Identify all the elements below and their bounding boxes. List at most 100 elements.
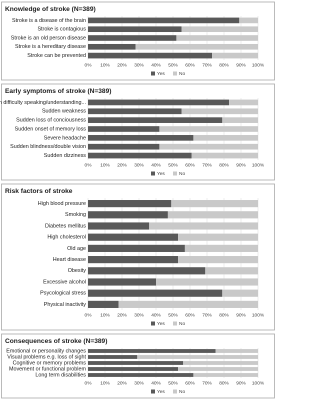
bar-segment	[178, 367, 258, 371]
bar-segment	[191, 152, 258, 159]
bar-segment	[149, 222, 258, 230]
bar-segment	[88, 267, 206, 275]
category-label: High cholesterol	[47, 235, 86, 241]
bar-segment	[88, 349, 216, 353]
x-tick-label: 40%	[151, 62, 161, 68]
legend-swatch	[173, 321, 177, 326]
x-tick-label: 70%	[202, 312, 212, 318]
x-tick-label: 20%	[117, 62, 127, 68]
category-label: Stroke is an old person disease	[11, 35, 86, 41]
bar-segment	[88, 222, 150, 230]
x-tick-label: 30%	[134, 62, 144, 68]
bar-segment	[178, 233, 258, 241]
x-tick-label: 40%	[151, 380, 161, 386]
category-label: Stroke is a hereditary disease	[15, 44, 86, 50]
x-tick-label: 90%	[236, 380, 246, 386]
x-tick-label: 70%	[202, 62, 212, 68]
figure: Knowledge of stroke (N=389) 0% 10% 20% 30% 40…	[0, 1, 275, 399]
bar-segment	[88, 233, 179, 241]
legend-label: No	[179, 171, 185, 177]
chart-title: Risk factors of stroke	[5, 188, 73, 195]
bar-segment	[176, 35, 258, 41]
bar-segment	[205, 267, 258, 275]
bar-segment	[229, 99, 258, 106]
legend-swatch	[173, 171, 177, 176]
bar-segment	[88, 17, 240, 24]
x-tick-label: 0%	[85, 312, 93, 318]
legend-swatch	[151, 71, 155, 76]
bar-segment	[222, 289, 258, 297]
x-tick-label: 10%	[100, 312, 110, 318]
category-label: Sudden weakness	[42, 109, 86, 115]
category-label: Sudden onset of memory loss	[15, 126, 87, 132]
x-tick-label: 0%	[85, 162, 93, 168]
bar-segment	[167, 211, 258, 219]
legend-label: Yes	[157, 321, 165, 327]
legend-label: Yes	[157, 389, 165, 395]
category-label: Severe headache	[44, 135, 86, 141]
bar-segment	[88, 143, 160, 150]
x-tick-label: 40%	[151, 312, 161, 318]
bar-segment	[88, 99, 230, 106]
x-tick-label: 100%	[252, 312, 265, 318]
bar-segment	[88, 35, 177, 41]
category-label: Emotional or personality changes	[6, 348, 86, 354]
x-tick-label: 50%	[168, 312, 178, 318]
legend-swatch	[173, 71, 177, 76]
category-label: Stroke can be prevented	[27, 53, 86, 59]
category-label: Stroke is a disease of the brain	[12, 18, 86, 24]
x-tick-label: 90%	[236, 162, 246, 168]
x-tick-label: 80%	[219, 162, 229, 168]
bar-segment	[88, 126, 160, 132]
category-label: Visual problems e.g. loss of sight	[7, 354, 86, 360]
category-label: Long term disabilities	[35, 372, 86, 378]
x-tick-label: 10%	[100, 162, 110, 168]
bar-segment	[88, 117, 223, 123]
x-tick-label: 20%	[117, 162, 127, 168]
bar-segment	[181, 108, 258, 115]
bar-segment	[181, 26, 258, 33]
x-tick-label: 50%	[168, 380, 178, 386]
chart-title: Knowledge of stroke (N=389)	[5, 6, 96, 13]
bar-segment	[159, 143, 258, 150]
bar-segment	[88, 278, 156, 286]
category-label: Sudden blindness/double vision	[10, 144, 86, 150]
category-label: Heart disease	[53, 257, 86, 263]
x-tick-label: 40%	[151, 162, 161, 168]
x-tick-label: 30%	[134, 312, 144, 318]
legend-label: No	[179, 389, 185, 395]
x-tick-label: 100%	[252, 380, 265, 386]
x-tick-label: 60%	[185, 312, 195, 318]
legend-swatch	[151, 389, 155, 394]
bar-segment	[193, 373, 258, 377]
x-tick-label: 0%	[85, 62, 93, 68]
bar-segment	[88, 108, 182, 115]
category-label: Old age	[67, 246, 86, 252]
x-tick-label: 30%	[134, 162, 144, 168]
x-tick-label: 100%	[252, 162, 265, 168]
bar-segment	[193, 135, 258, 141]
category-label: High blood pressure	[38, 201, 86, 207]
bar-segment	[118, 300, 258, 308]
legend-label: No	[179, 321, 185, 327]
x-tick-label: 20%	[117, 312, 127, 318]
bar-segment	[88, 256, 179, 264]
x-tick-label: 60%	[185, 380, 195, 386]
bar-segment	[88, 200, 172, 208]
x-tick-label: 80%	[219, 62, 229, 68]
category-label: Movement or functional problem	[9, 366, 87, 372]
bar-segment	[88, 373, 194, 377]
legend-swatch	[173, 389, 177, 394]
bar-segment	[88, 211, 168, 219]
bar-segment	[88, 152, 192, 159]
bar-segment	[88, 289, 223, 297]
bar-segment	[88, 300, 119, 308]
legend-swatch	[151, 321, 155, 326]
category-label: Obesity	[68, 268, 87, 274]
bar-segment	[222, 117, 258, 123]
chart-title: Early symptoms of stroke (N=389)	[5, 88, 111, 95]
x-tick-label: 90%	[236, 312, 246, 318]
bar-segment	[88, 355, 138, 359]
bar-segment	[88, 26, 182, 33]
